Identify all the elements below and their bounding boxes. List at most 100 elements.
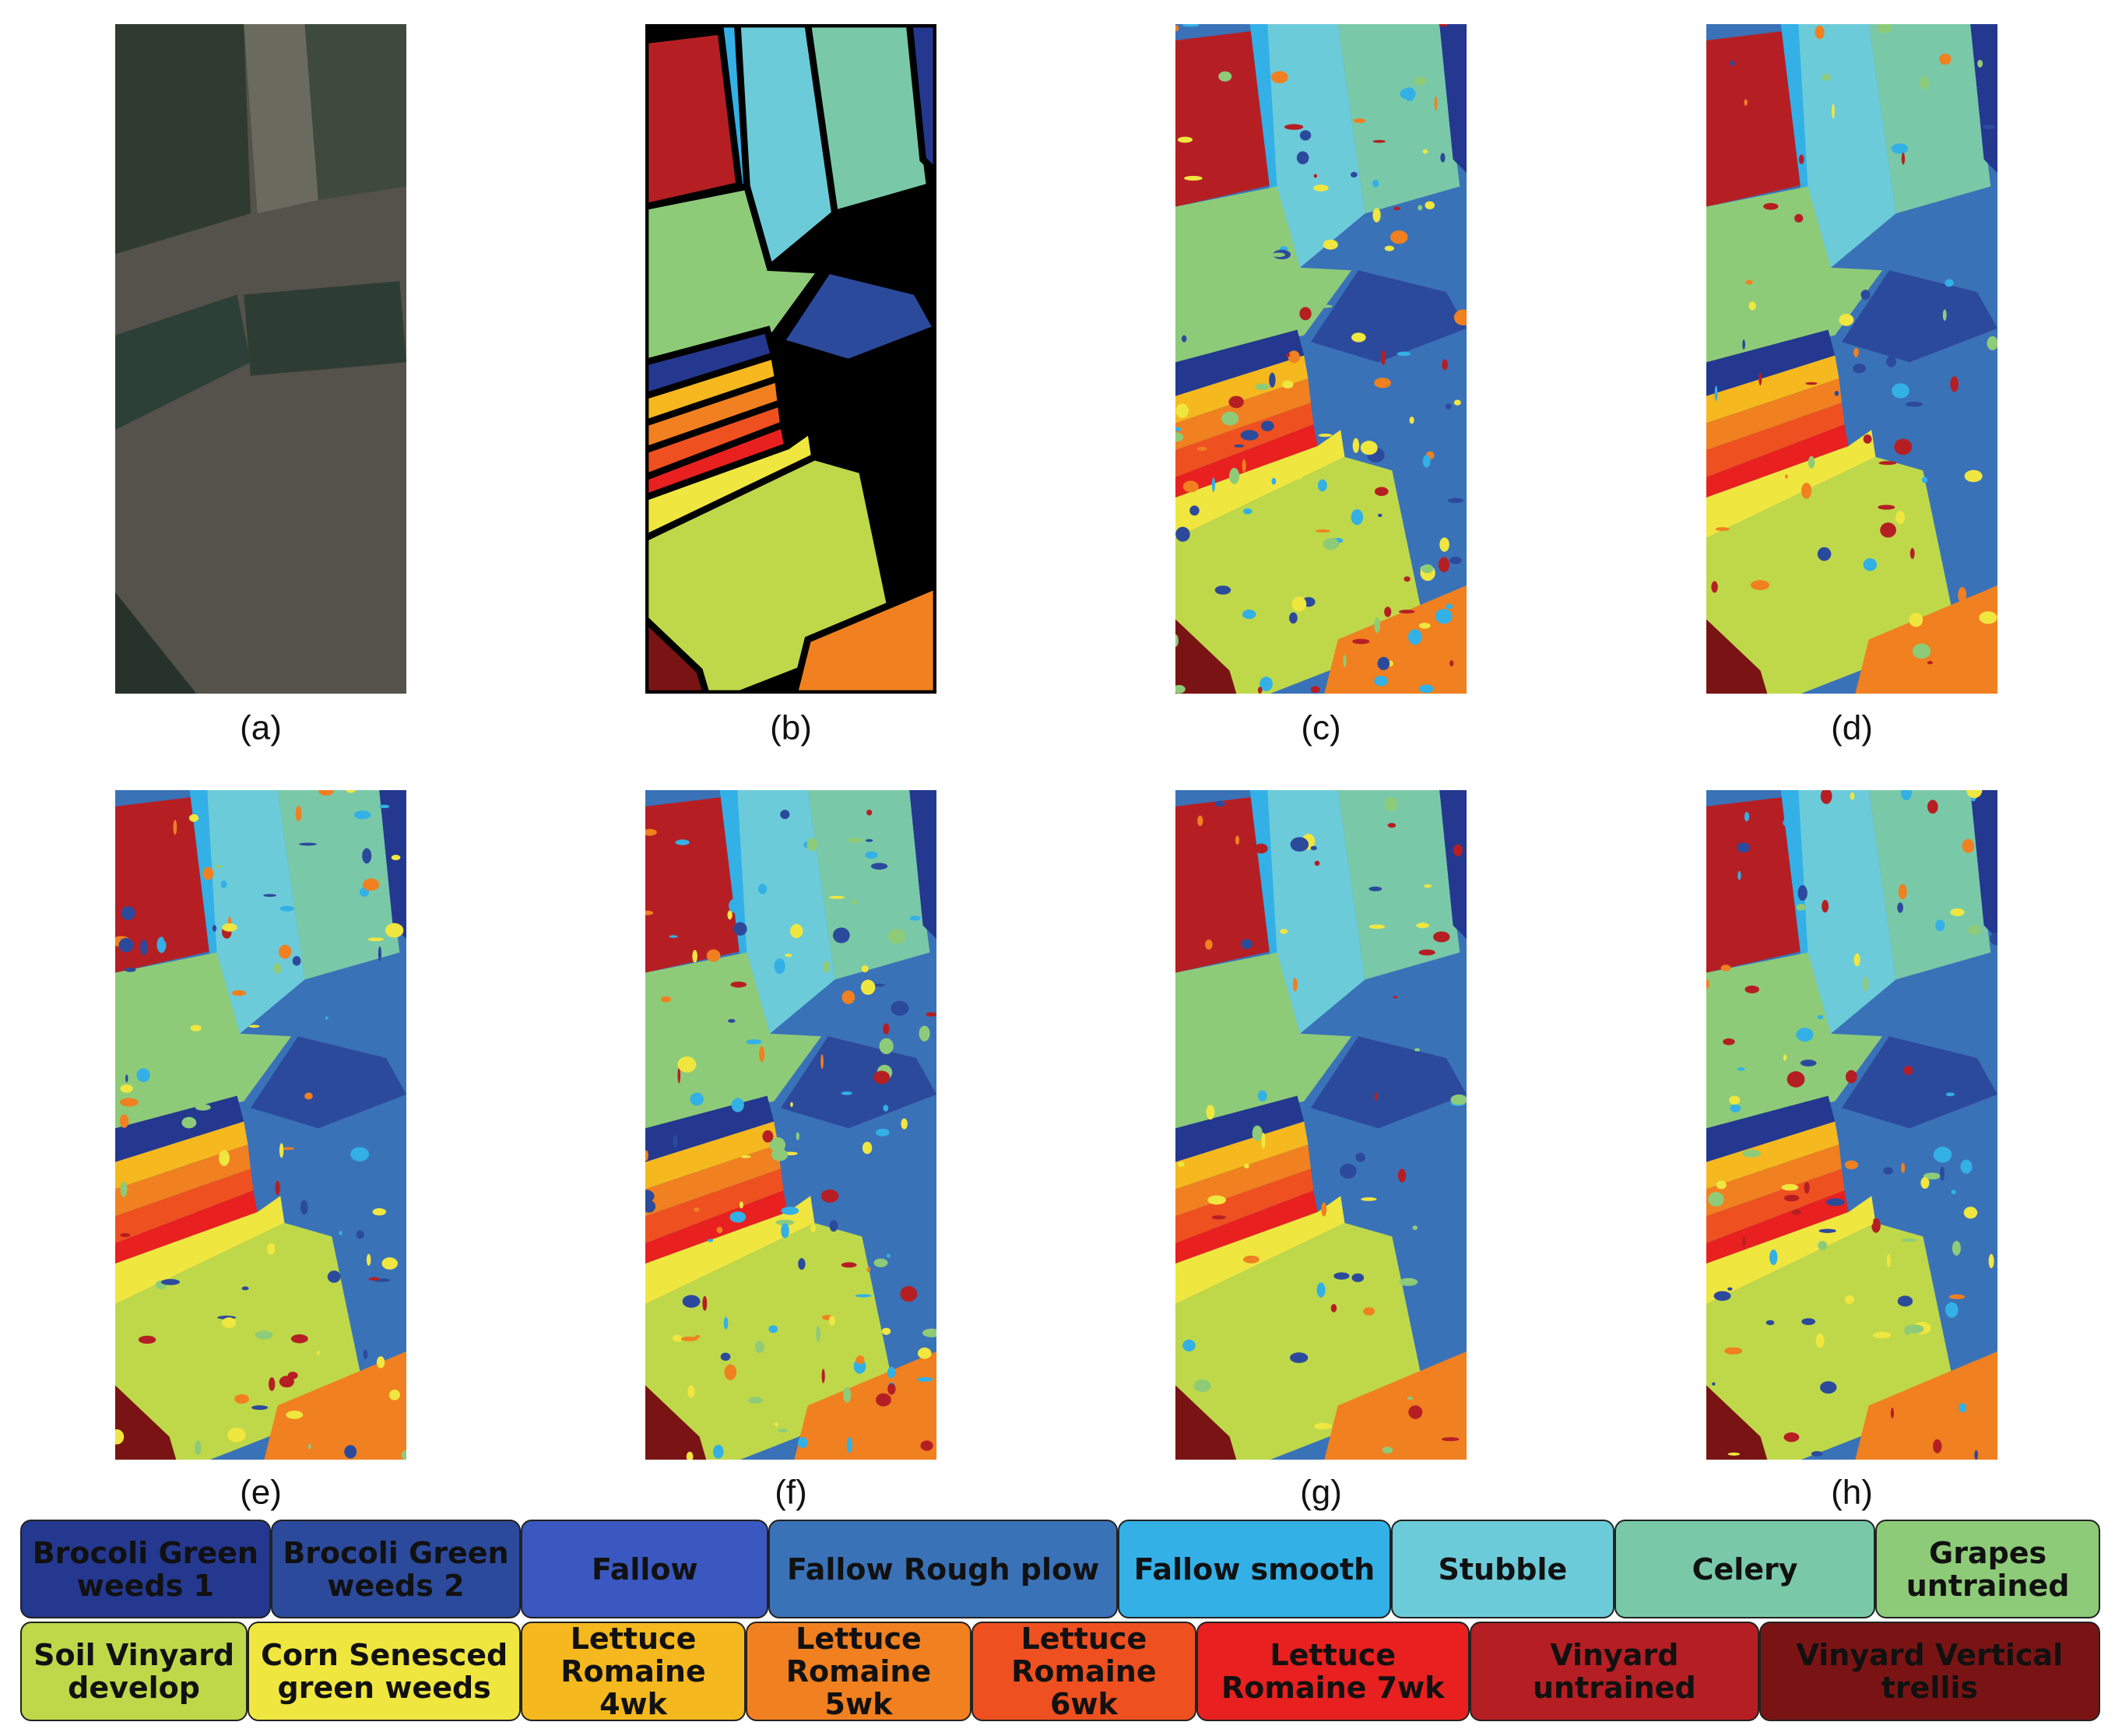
noise-blob <box>1979 611 1997 624</box>
class-region <box>1706 1190 1849 1264</box>
noise-blob <box>1372 208 1381 223</box>
legend-entry: Lettuce Romaine 7wk <box>1196 1621 1470 1722</box>
noise-blob <box>388 1389 401 1400</box>
noise-blob <box>1418 684 1434 694</box>
legend-entry: Stubble <box>1390 1520 1614 1619</box>
noise-blob <box>1399 1277 1418 1286</box>
noise-blob <box>1407 629 1422 645</box>
noise-blob <box>1182 480 1199 493</box>
class-region <box>115 1196 285 1305</box>
noise-blob <box>1323 538 1340 550</box>
noise-blob <box>1781 1183 1799 1191</box>
noise-blob <box>1272 252 1285 258</box>
map-panel <box>645 24 936 694</box>
class-region <box>645 1168 784 1244</box>
noise-blob <box>1432 1420 1445 1427</box>
noise-blob <box>119 1114 129 1128</box>
noise-blob <box>1242 1255 1260 1263</box>
noise-blob <box>846 1437 852 1453</box>
noise-blob <box>1252 305 1271 317</box>
noise-blob <box>757 884 768 894</box>
noise-blob <box>1351 1166 1357 1171</box>
noise-blob <box>391 854 401 861</box>
class-region <box>1175 430 1345 539</box>
class-region <box>1324 1351 1467 1460</box>
aerial-field <box>115 24 251 255</box>
noise-blob <box>675 839 690 845</box>
panel-label: (c) <box>1301 709 1340 747</box>
noise-blob <box>720 1352 731 1362</box>
noise-blob <box>1175 432 1184 442</box>
noise-blob <box>1801 1318 1816 1326</box>
noise-blob <box>775 1219 795 1226</box>
noise-blob <box>1708 1192 1724 1207</box>
noise-blob <box>1404 87 1415 101</box>
noise-blob <box>1315 529 1331 533</box>
noise-blob <box>1742 339 1745 350</box>
noise-blob <box>729 1211 747 1223</box>
noise-blob <box>823 961 831 973</box>
noise-blob <box>1892 383 1909 399</box>
noise-blob <box>188 814 199 822</box>
class-region <box>1706 329 1836 396</box>
noise-blob <box>774 958 785 974</box>
noise-blob <box>269 1377 276 1391</box>
noise-blob <box>1393 206 1400 211</box>
noise-blob <box>1370 277 1389 291</box>
legend-entry: Fallow <box>521 1520 769 1619</box>
noise-blob <box>1313 184 1329 192</box>
class-region <box>1841 1036 1997 1129</box>
noise-blob <box>1878 461 1897 466</box>
noise-blob <box>194 1440 202 1456</box>
noise-blob <box>1374 378 1391 388</box>
noise-blob <box>1942 309 1947 322</box>
noise-blob <box>346 790 356 793</box>
noise-blob <box>832 927 850 944</box>
noise-blob <box>339 1231 343 1235</box>
noise-blob <box>860 979 876 995</box>
noise-blob <box>1450 1094 1467 1105</box>
noise-blob <box>1175 427 1182 432</box>
noise-blob <box>1817 1015 1824 1020</box>
noise-blob <box>1310 845 1317 851</box>
noise-blob <box>660 996 672 1003</box>
noise-blob <box>234 1394 249 1404</box>
noise-blob <box>401 1450 406 1460</box>
noise-blob <box>1815 1333 1825 1348</box>
noise-blob <box>1289 612 1298 624</box>
noise-blob <box>1398 610 1415 614</box>
noise-blob <box>1269 372 1276 388</box>
class-region <box>905 24 936 178</box>
noise-blob <box>1299 307 1312 321</box>
class-region <box>1267 790 1365 1034</box>
noise-blob <box>879 1038 894 1055</box>
legend-entry: Soil Vinyard develop <box>20 1621 248 1722</box>
noise-blob <box>1963 1207 1978 1219</box>
noise-blob <box>1901 1162 1906 1173</box>
legend-entry: Lettuce Romaine 4wk <box>521 1621 746 1722</box>
noise-blob <box>1730 60 1735 66</box>
noise-blob <box>1950 376 1959 392</box>
noise-blob <box>1952 1240 1961 1256</box>
noise-blob <box>1724 1347 1743 1355</box>
noise-blob <box>1242 610 1256 620</box>
noise-blob <box>1894 438 1913 455</box>
legend-entry: Lettuce Romaine 5wk <box>745 1621 972 1722</box>
noise-blob <box>730 981 747 988</box>
noise-blob <box>1744 985 1760 993</box>
noise-blob <box>727 910 733 920</box>
noise-blob <box>1449 660 1454 667</box>
class-region <box>1798 790 1896 1034</box>
noise-blob <box>376 1356 385 1369</box>
noise-blob <box>672 1334 683 1342</box>
noise-blob <box>1713 73 1717 85</box>
noise-blob <box>1966 790 1983 799</box>
noise-blob <box>1820 1381 1837 1394</box>
noise-blob <box>181 1116 197 1129</box>
noise-blob <box>855 1355 865 1365</box>
noise-blob <box>1712 1382 1716 1386</box>
noise-blob <box>901 1118 908 1130</box>
class-region <box>645 790 747 973</box>
class-region <box>1175 424 1318 498</box>
